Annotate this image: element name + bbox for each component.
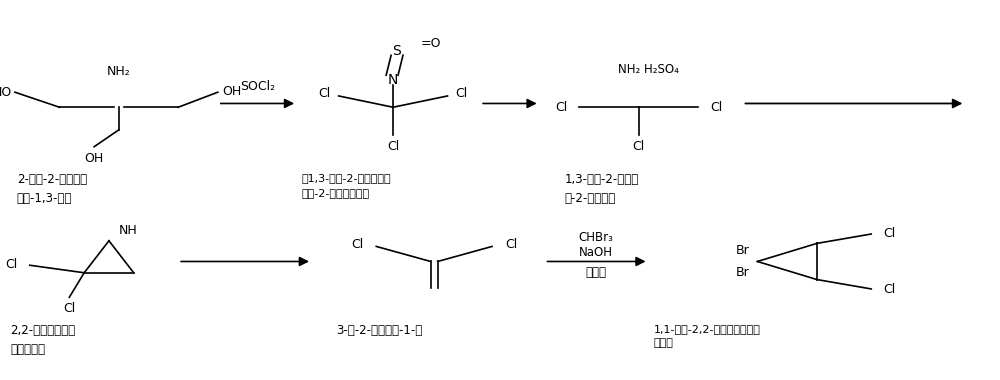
Text: 1,1-二溴-2,2-双（氯甲基）。
环丙烷: 1,1-二溴-2,2-双（氯甲基）。 环丙烷 [653, 323, 760, 348]
Text: Br: Br [736, 266, 749, 279]
Text: N: N [388, 73, 398, 87]
Text: NH₂: NH₂ [107, 65, 131, 78]
Text: NH₂ H₂SO₄: NH₂ H₂SO₄ [618, 63, 679, 76]
Text: SOCl₂: SOCl₂ [240, 80, 275, 93]
Text: S: S [392, 44, 400, 58]
Text: 2,2-双（氯甲基）
氮杂环丙烷: 2,2-双（氯甲基） 氮杂环丙烷 [10, 323, 75, 356]
Text: Cl: Cl [632, 140, 645, 154]
Text: Cl: Cl [883, 283, 895, 296]
Text: Cl: Cl [555, 101, 567, 114]
Text: Cl: Cl [318, 87, 331, 100]
Text: （1,3-二氯-2-（氯甲基）
丙烷-2-基）氨基砜酮: （1,3-二氯-2-（氯甲基） 丙烷-2-基）氨基砜酮 [302, 173, 392, 198]
Text: Cl: Cl [63, 302, 75, 315]
Text: Cl: Cl [387, 140, 399, 154]
Text: Br: Br [736, 244, 749, 257]
Text: Cl: Cl [455, 87, 468, 100]
Text: 2-氨基-2-羟基甲基
丙烷-1,3-二醇: 2-氨基-2-羟基甲基 丙烷-1,3-二醇 [17, 173, 87, 205]
Text: 3-氯-2-氯甲基丙-1-烯: 3-氯-2-氯甲基丙-1-烯 [337, 323, 423, 337]
Text: Cl: Cl [710, 101, 722, 114]
Text: Cl: Cl [505, 238, 517, 252]
Text: 卤代盐: 卤代盐 [586, 266, 607, 279]
Text: CHBr₃: CHBr₃ [579, 231, 613, 244]
Text: =O: =O [421, 37, 441, 50]
Text: OH: OH [222, 85, 241, 98]
Text: OH: OH [84, 152, 104, 165]
Text: 1,3-二氯-2-氯甲基
丙-2-胺硫酸盐: 1,3-二氯-2-氯甲基 丙-2-胺硫酸盐 [564, 173, 639, 205]
Text: Cl: Cl [883, 227, 895, 240]
Text: HO: HO [0, 86, 12, 99]
Text: Cl: Cl [351, 238, 363, 252]
Text: Cl: Cl [6, 258, 18, 271]
Text: NH: NH [119, 224, 138, 237]
Text: NaOH: NaOH [579, 245, 613, 258]
